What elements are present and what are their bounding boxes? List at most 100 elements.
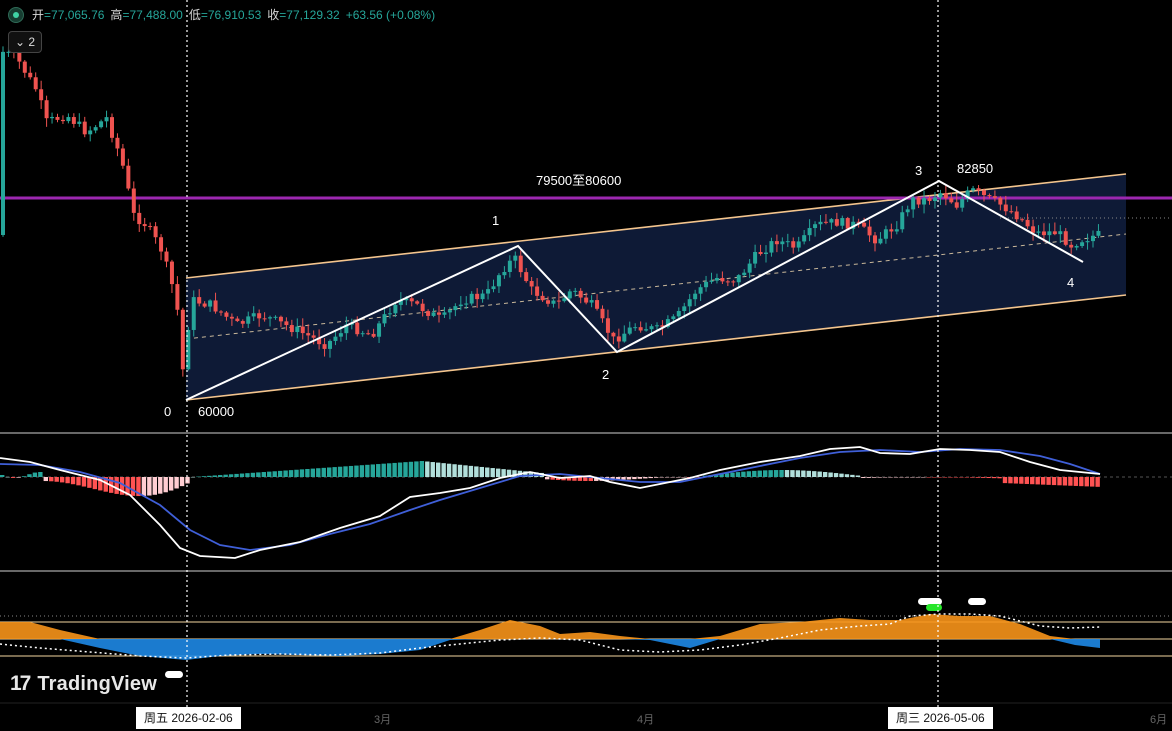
candle-61 [333, 330, 338, 346]
candle-29 [159, 234, 164, 261]
macd-bar-8 [43, 477, 48, 482]
macd-bar-197 [1073, 477, 1079, 486]
macd-bar-179 [975, 477, 980, 478]
macd-bar-182 [991, 477, 997, 479]
macd-bar-28 [152, 477, 157, 495]
channel-lower-line[interactable] [185, 294, 1127, 401]
candle-192 [1047, 223, 1052, 242]
macd-bar-194 [1057, 477, 1062, 486]
candle-151 [823, 214, 828, 225]
candle-60 [328, 339, 332, 358]
macd-bar-79 [430, 462, 435, 477]
macd-bar-172 [937, 477, 942, 478]
elliott-wave-path[interactable] [185, 179, 1084, 401]
macd-bar-200 [1090, 477, 1095, 487]
macd-line [0, 446, 1101, 559]
candle-50 [273, 315, 278, 320]
candle-201 [1096, 224, 1101, 239]
candle-112 [611, 331, 616, 345]
candle-76 [415, 300, 420, 306]
candle-166 [905, 205, 910, 217]
candle-91 [496, 273, 501, 293]
candle-58 [317, 329, 322, 350]
candle-86 [469, 291, 474, 306]
candle-85 [464, 296, 469, 309]
candle-133 [725, 279, 730, 287]
candle-175 [954, 193, 959, 210]
macd-bar-63 [343, 466, 348, 477]
channel-mid-line [185, 233, 1127, 340]
candle-152 [829, 218, 834, 230]
macd-bar-174 [948, 477, 953, 478]
close-value: 77,129.32 [286, 7, 340, 22]
macd-bar-9 [49, 477, 54, 482]
candle-17 [93, 125, 98, 134]
macd-bar-178 [970, 477, 975, 478]
open-value: 77,065.76 [51, 7, 105, 22]
candle-42 [229, 313, 234, 326]
wave-label-0: 0 [164, 404, 171, 419]
candle-174 [949, 192, 954, 204]
candle-36 [197, 289, 202, 307]
macd-bar-35 [190, 476, 196, 478]
tradingview-logo[interactable]: 17 TradingView [10, 672, 157, 696]
candle-80 [437, 305, 441, 323]
cursor-date-label-1: 周五 2026-02-06 [136, 707, 241, 729]
candle-173 [943, 185, 948, 206]
macd-bar-37 [201, 476, 207, 477]
macd-bar-163 [888, 477, 893, 478]
candle-69 [377, 320, 382, 343]
candle-108 [589, 295, 594, 308]
candle-19 [104, 110, 109, 128]
macd-bar-85 [463, 465, 468, 477]
macd-bar-80 [436, 462, 441, 477]
macd-bar-46 [250, 472, 256, 477]
macd-bar-94 [512, 470, 517, 477]
macd-bar-48 [261, 472, 266, 477]
candle-26 [142, 217, 147, 232]
candle-196 [1069, 241, 1074, 254]
candle-172 [938, 189, 943, 206]
macd-bar-122 [664, 477, 670, 478]
oscillator-area [0, 614, 1100, 660]
macd-bar-139 [757, 470, 762, 477]
oscillator-signal-line [0, 613, 1101, 659]
macd-bar-69 [376, 464, 381, 477]
macd-bar-155 [844, 474, 850, 477]
candle-51 [278, 315, 283, 328]
macd-bar-54 [294, 469, 299, 477]
macd-bar-134 [730, 472, 735, 477]
candle-78 [426, 309, 431, 321]
macd-bar-146 [795, 470, 801, 477]
indicator-toggle-button[interactable]: ⌄ 2 [8, 31, 43, 53]
macd-bar-4 [21, 476, 27, 477]
candle-138 [753, 244, 758, 269]
candle-199 [1085, 233, 1090, 250]
month-label-apr: 4月 [637, 714, 655, 726]
macd-bar-138 [752, 470, 757, 477]
candle-117 [638, 321, 643, 333]
candle-48 [262, 312, 267, 322]
macd-histogram [0, 461, 1100, 497]
symbol-icon[interactable] [8, 6, 24, 23]
candle-33 [180, 307, 185, 377]
macd-bar-57 [310, 468, 316, 477]
osc-marker-2 [926, 604, 942, 611]
macd-bar-92 [501, 469, 506, 477]
macd-bar-41 [223, 474, 228, 477]
macd-bar-133 [724, 473, 730, 477]
macd-bar-45 [245, 473, 250, 477]
candle-122 [665, 315, 670, 329]
macd-bar-84 [457, 464, 463, 477]
candle-79 [431, 308, 436, 318]
candle-34 [186, 326, 191, 371]
macd-bar-11 [59, 477, 65, 483]
macd-bar-59 [321, 467, 326, 477]
candle-12 [66, 113, 71, 124]
macd-bar-123 [670, 477, 675, 478]
macd-bar-70 [381, 463, 386, 477]
macd-bar-177 [964, 477, 970, 478]
macd-bar-97 [528, 471, 534, 477]
macd-bar-16 [87, 477, 92, 488]
